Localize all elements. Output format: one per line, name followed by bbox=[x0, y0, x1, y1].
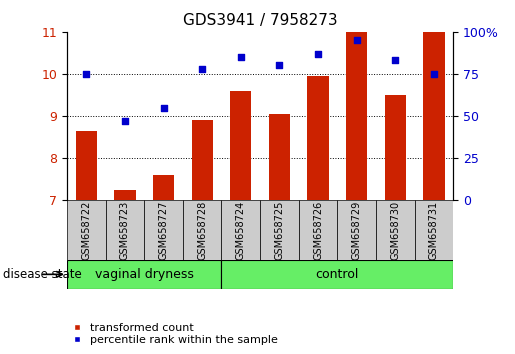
Bar bbox=[260, 200, 299, 260]
Bar bbox=[144, 200, 183, 260]
Bar bbox=[67, 260, 221, 289]
Text: disease state: disease state bbox=[3, 268, 81, 281]
Bar bbox=[423, 32, 444, 200]
Title: GDS3941 / 7958273: GDS3941 / 7958273 bbox=[183, 13, 337, 28]
Point bbox=[159, 105, 167, 110]
Text: GSM658722: GSM658722 bbox=[81, 200, 91, 260]
Bar bbox=[385, 95, 406, 200]
Legend: transformed count, percentile rank within the sample: transformed count, percentile rank withi… bbox=[73, 322, 278, 345]
Point bbox=[121, 118, 129, 124]
Bar bbox=[307, 76, 329, 200]
Bar bbox=[114, 189, 135, 200]
Bar bbox=[106, 200, 144, 260]
Point bbox=[314, 51, 322, 57]
Bar bbox=[76, 131, 97, 200]
Bar bbox=[346, 32, 367, 200]
Text: GSM658726: GSM658726 bbox=[313, 200, 323, 260]
Bar bbox=[415, 200, 453, 260]
Text: GSM658723: GSM658723 bbox=[120, 200, 130, 260]
Point bbox=[236, 54, 245, 60]
Bar bbox=[269, 114, 290, 200]
Bar bbox=[337, 200, 376, 260]
Point bbox=[391, 58, 400, 63]
Text: GSM658725: GSM658725 bbox=[274, 200, 284, 260]
Bar bbox=[376, 200, 415, 260]
Text: GSM658728: GSM658728 bbox=[197, 200, 207, 260]
Bar bbox=[153, 175, 174, 200]
Point bbox=[198, 66, 206, 72]
Point bbox=[275, 63, 283, 68]
Text: GSM658724: GSM658724 bbox=[236, 200, 246, 260]
Bar bbox=[192, 120, 213, 200]
Text: GSM658731: GSM658731 bbox=[429, 200, 439, 260]
Bar bbox=[67, 200, 106, 260]
Bar bbox=[221, 200, 260, 260]
Bar bbox=[183, 200, 221, 260]
Text: control: control bbox=[316, 268, 359, 281]
Point bbox=[352, 38, 360, 43]
Bar bbox=[299, 200, 337, 260]
Bar bbox=[230, 91, 251, 200]
Bar bbox=[221, 260, 453, 289]
Point bbox=[82, 71, 91, 77]
Point bbox=[430, 71, 438, 77]
Text: GSM658730: GSM658730 bbox=[390, 200, 400, 260]
Text: vaginal dryness: vaginal dryness bbox=[95, 268, 194, 281]
Text: GSM658729: GSM658729 bbox=[352, 200, 362, 260]
Text: GSM658727: GSM658727 bbox=[159, 200, 168, 260]
